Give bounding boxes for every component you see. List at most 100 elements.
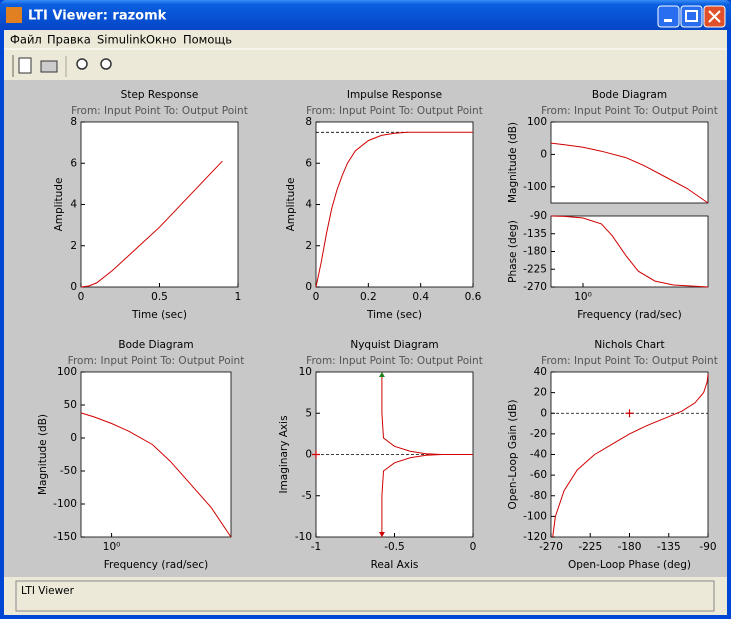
y-tick-label: -180 — [523, 246, 547, 258]
y-tick-label: 4 — [305, 199, 312, 211]
y-tick-label: -5 — [302, 490, 312, 502]
direction-arrow — [378, 532, 385, 537]
x-axis-label: Open-Loop Phase (deg) — [568, 559, 691, 571]
critical-point — [625, 409, 634, 418]
y-tick-label: 0 — [305, 281, 312, 293]
y-tick-label: -100 — [523, 510, 547, 522]
plot-area — [315, 121, 474, 288]
response-curve — [552, 374, 709, 538]
y-tick-label: -20 — [530, 428, 547, 440]
minimize-button[interactable] — [657, 5, 680, 28]
window-title: LTI Viewer: razomk — [28, 9, 167, 24]
y-tick-label: -90 — [530, 210, 547, 222]
y-tick-label: 50 — [64, 399, 77, 411]
y-tick-label: -150 — [53, 531, 77, 543]
menu-item[interactable]: Окно — [146, 33, 177, 47]
chart-title: Bode Diagram — [592, 89, 667, 101]
menu-item[interactable]: Файл — [10, 33, 42, 47]
x-tick-label: 0 — [470, 541, 477, 553]
y-axis-label: Amplitude — [53, 178, 65, 232]
menu-item[interactable]: Помощь — [183, 33, 232, 47]
response-curve — [550, 215, 709, 288]
x-tick-label: -225 — [578, 541, 602, 553]
chart-subtitle: From: Input Point To: Output Point — [71, 105, 248, 117]
y-tick-label: 20 — [534, 387, 547, 399]
y-tick-label: 8 — [305, 116, 312, 128]
toolbar-grip — [12, 55, 14, 77]
plot-area — [550, 121, 709, 204]
y-tick-label: 0 — [70, 281, 77, 293]
response-curve — [80, 412, 232, 538]
x-tick-label: 0.4 — [412, 291, 429, 303]
x-axis-label: Time (sec) — [131, 309, 187, 321]
y-axis-label: Amplitude — [285, 178, 297, 232]
y-tick-label: 100 — [527, 116, 547, 128]
chart-subtitle: From: Input Point To: Output Point — [306, 355, 483, 367]
status-box — [15, 580, 715, 612]
x-tick-label: 10⁰ — [103, 541, 121, 553]
response-curve — [315, 131, 473, 288]
y-tick-label: 0 — [540, 407, 547, 419]
plot-area — [550, 215, 709, 288]
y-tick-label: -225 — [523, 263, 547, 275]
new-button[interactable] — [18, 57, 32, 74]
x-tick-label: 0 — [313, 291, 320, 303]
chart-subtitle: From: Input Point To: Output Point — [68, 355, 245, 367]
zoom-in-button[interactable] — [76, 58, 88, 70]
chart-title: Bode Diagram — [118, 339, 193, 351]
direction-arrow — [378, 372, 385, 377]
chart-title: Nichols Chart — [594, 339, 664, 351]
chart-title: Nyquist Diagram — [350, 339, 438, 351]
y-axis-label: Phase (deg) — [507, 220, 519, 283]
y-tick-label: -10 — [295, 531, 312, 543]
plot-area — [80, 371, 232, 538]
y-axis-label: Imaginary Axis — [278, 415, 290, 493]
close-glyph — [708, 10, 721, 23]
y-tick-label: 5 — [305, 407, 312, 419]
y-tick-label: 100 — [57, 366, 77, 378]
maximize-glyph — [685, 10, 698, 22]
y-tick-label: -60 — [530, 469, 547, 481]
x-tick-label: -0.5 — [384, 541, 405, 553]
y-tick-label: -135 — [523, 228, 547, 240]
y-tick-label: 4 — [70, 199, 77, 211]
x-tick-label: -270 — [539, 541, 563, 553]
x-axis-label: Frequency (rad/sec) — [104, 559, 208, 571]
y-tick-label: -80 — [530, 490, 547, 502]
y-tick-label: 40 — [534, 366, 547, 378]
response-curve — [80, 160, 223, 288]
chart-subtitle: From: Input Point To: Output Point — [306, 105, 483, 117]
print-button[interactable] — [40, 60, 58, 73]
x-axis-label: Time (sec) — [366, 309, 422, 321]
y-tick-label: 2 — [70, 240, 77, 252]
y-tick-label: -100 — [53, 498, 77, 510]
x-tick-label: 0 — [78, 291, 85, 303]
y-tick-label: -270 — [523, 281, 547, 293]
y-axis-label: Magnitude (dB) — [507, 122, 519, 203]
x-tick-label: 0.5 — [151, 291, 168, 303]
y-tick-label: 6 — [305, 157, 312, 169]
menu-item[interactable]: Simulink — [97, 33, 147, 47]
x-tick-label: -90 — [699, 541, 716, 553]
menu-item[interactable]: Правка — [47, 33, 91, 47]
x-tick-label: -180 — [618, 541, 642, 553]
y-axis-label: Open-Loop Gain (dB) — [507, 400, 519, 510]
y-tick-label: 2 — [305, 240, 312, 252]
critical-point — [312, 450, 320, 459]
x-tick-label: 1 — [235, 291, 242, 303]
chart-title: Impulse Response — [347, 89, 442, 101]
maximize-button[interactable] — [680, 5, 703, 28]
x-axis-label: Real Axis — [371, 559, 419, 571]
chart-subtitle: From: Input Point To: Output Point — [541, 355, 718, 367]
x-axis-label: Frequency (rad/sec) — [577, 309, 681, 321]
y-tick-label: -100 — [523, 181, 547, 193]
y-tick-label: 8 — [70, 116, 77, 128]
y-tick-label: 10 — [299, 366, 312, 378]
y-tick-label: 0 — [540, 148, 547, 160]
zoom-out-button[interactable] — [100, 58, 112, 70]
x-tick-label: 0.2 — [360, 291, 377, 303]
y-tick-label: 6 — [70, 157, 77, 169]
minimize-glyph — [664, 19, 672, 22]
plot-area — [80, 121, 239, 288]
chart-subtitle: From: Input Point To: Output Point — [541, 105, 718, 117]
